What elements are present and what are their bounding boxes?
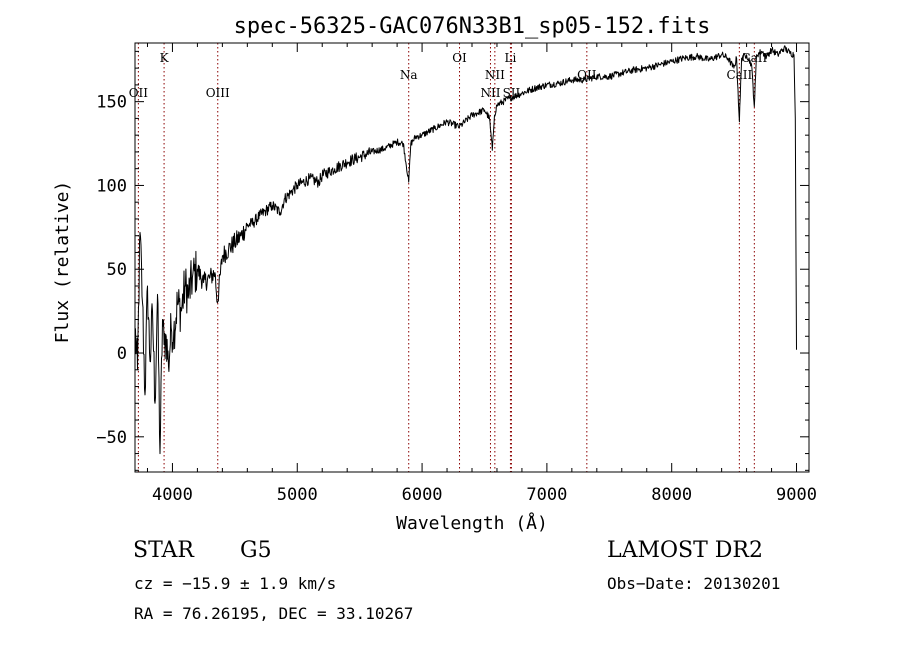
x-tick-label-6000: 6000 (402, 485, 443, 505)
marker-label-6: NII (485, 68, 505, 82)
x-tick-label-9000: 9000 (776, 485, 817, 505)
spectrum-series (134, 45, 797, 455)
marker-label-0: OII (129, 86, 149, 100)
observation-date: Obs−Date: 20130201 (607, 574, 781, 593)
y-axis-label: Flux (relative) (52, 181, 73, 344)
marker-label-2: OIII (206, 86, 230, 100)
chart-title: spec-56325-GAC076N33B1_sp05-152.fits (234, 14, 711, 39)
marker-label-7: Li (505, 51, 517, 65)
y-tick-label-150: 150 (96, 93, 127, 113)
x-tick-label-5000: 5000 (277, 485, 318, 505)
x-tick-label-4000: 4000 (152, 485, 193, 505)
marker-label-1: K (160, 51, 170, 65)
object-subclass: G5 (240, 538, 272, 563)
y-tick-label-0: 0 (117, 344, 127, 364)
x-tick-label-7000: 7000 (526, 485, 567, 505)
y-tick-label-100: 100 (96, 176, 127, 196)
x-axis: 4000 5000 6000 7000 8000 9000 (146, 43, 817, 505)
y-tick-label-50: 50 (107, 260, 127, 280)
marker-label-5: NII (480, 86, 500, 100)
marker-label-10: CaII (726, 68, 752, 82)
x-tick-label-8000: 8000 (651, 485, 692, 505)
coordinates-readout: RA = 76.26195, DEC = 33.10267 (134, 604, 414, 623)
survey-name: LAMOST DR2 (607, 538, 763, 563)
marker-label-3: Na (400, 68, 418, 82)
x-axis-label: Wavelength (Å) (396, 512, 548, 534)
redshift-readout: cz = −15.9 ± 1.9 km/s (134, 574, 337, 593)
spectrum-line-0 (134, 45, 797, 455)
plot-frame (134, 42, 810, 473)
y-tick-label--50: −50 (96, 428, 127, 448)
object-type: STAR (133, 538, 194, 563)
y-axis: −50 0 50 100 150 (96, 50, 809, 471)
marker-label-4: OI (452, 51, 467, 65)
